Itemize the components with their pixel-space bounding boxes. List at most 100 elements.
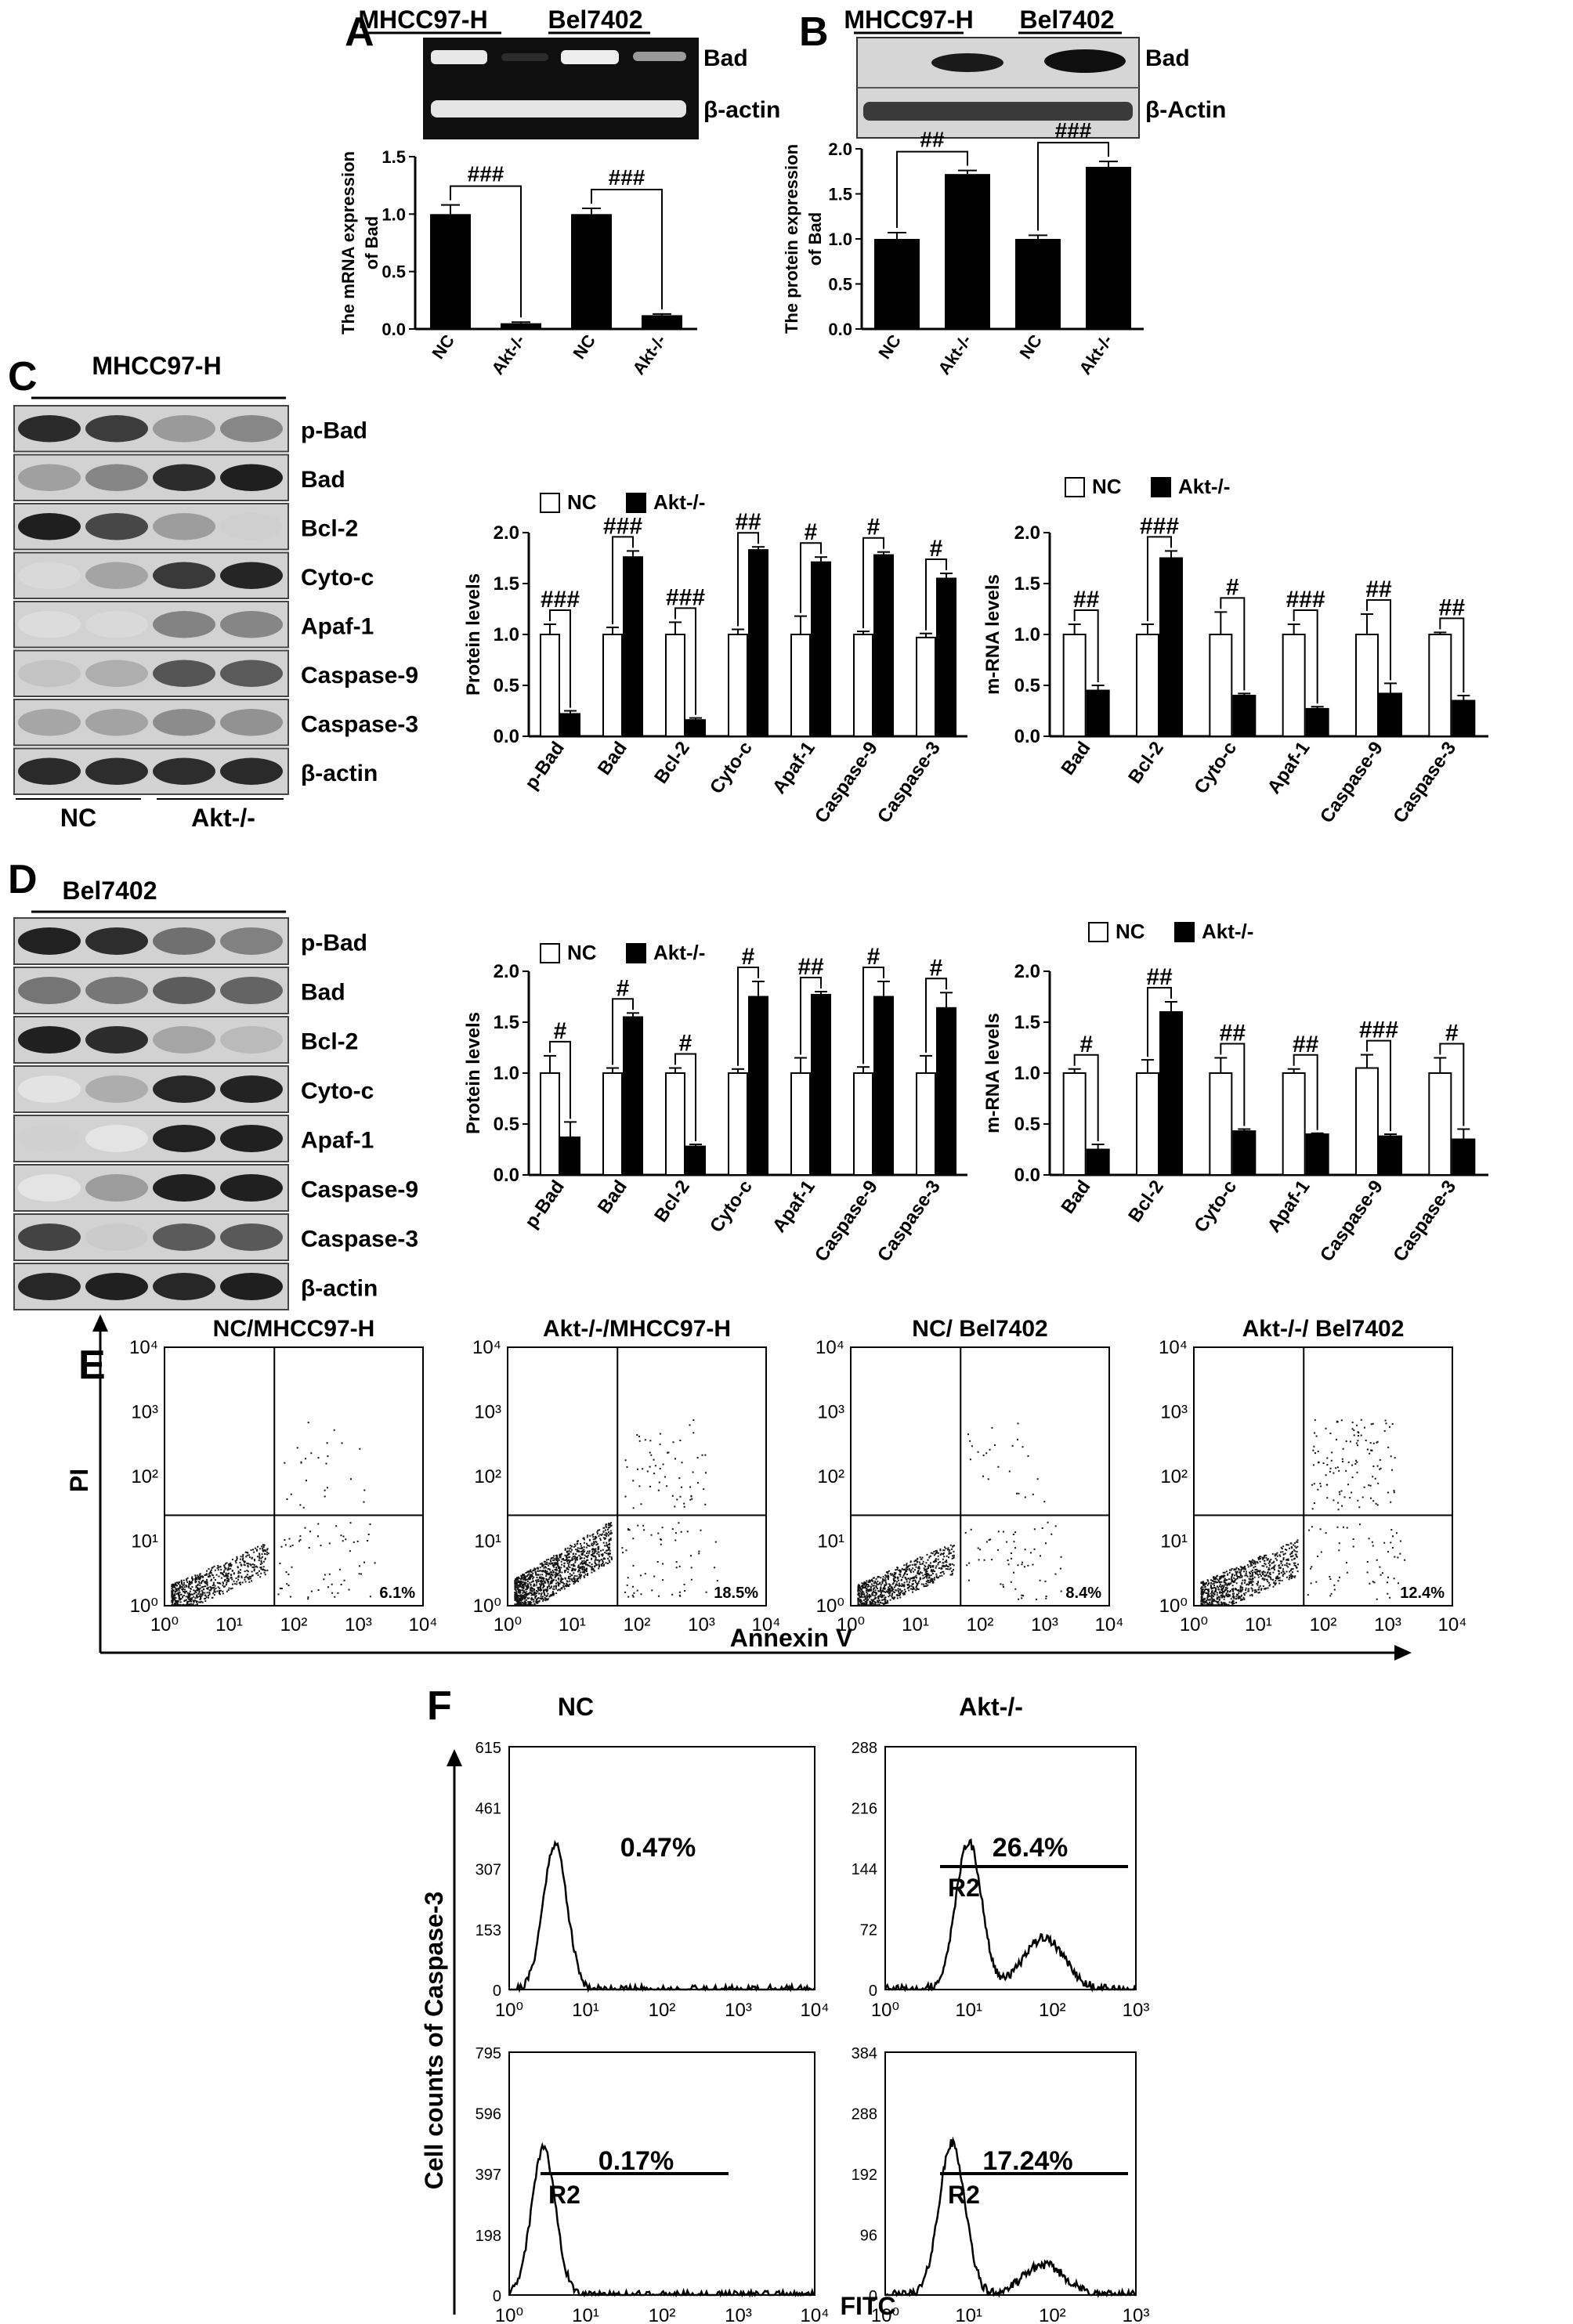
y-tick-label: 0.5: [381, 262, 406, 282]
y-tick-label: 615: [476, 1740, 501, 1757]
significance-bracket: [737, 967, 759, 1066]
panel-b-western-blot: [856, 37, 1140, 139]
blot-band: [220, 513, 283, 540]
significance-label: ##: [1146, 964, 1173, 990]
bar: [685, 1145, 706, 1176]
y-axis-label: of Bad: [805, 212, 825, 266]
bar: [1062, 1072, 1087, 1176]
blot-row-label: Apaf-1: [301, 1128, 374, 1154]
significance-label: ###: [1140, 513, 1179, 539]
legend-label: Akt-/-: [1202, 920, 1253, 943]
blot-band: [18, 1273, 81, 1300]
gel-band: [431, 100, 686, 117]
y-tick-label: 1.5: [828, 185, 852, 204]
bar: [748, 549, 768, 737]
significance-label: ##: [920, 128, 945, 152]
blot-row-label: Apaf-1: [301, 613, 374, 639]
significance-label: ##: [1365, 576, 1392, 602]
significance-label: ###: [603, 513, 642, 539]
blot-row-label: Cyto-c: [301, 565, 374, 591]
blot-band: [153, 977, 215, 1004]
panel-e-flow-plots: NC/MHCC97-H 6.1% 10⁰ 10¹ 10² 10³ 10⁴ 10⁰ 10¹ 10² 1…: [129, 1316, 1467, 1635]
x-tick-label: Bcl-2: [1124, 1176, 1168, 1227]
significance-label: ###: [1055, 118, 1092, 143]
y-tick-label: 10³: [131, 1402, 158, 1423]
bar: [1428, 1072, 1452, 1176]
x-tick-label: 10⁴: [800, 2305, 829, 2324]
significance-bracket: [612, 998, 634, 1065]
blot-band: [153, 1273, 215, 1300]
significance-label: ###: [468, 162, 504, 186]
blot-band: [220, 562, 283, 589]
significance-label: ##: [1293, 1032, 1319, 1057]
x-tick-label: 10¹: [955, 2305, 982, 2324]
panel-c-western-blot: p-Bad Bad Bcl-2 Cyto-c Apaf-1 Caspase-9 Caspas…: [13, 405, 418, 795]
bar: [501, 323, 541, 329]
blot-band: [85, 1174, 148, 1202]
y-tick-label: 10⁴: [472, 1337, 501, 1358]
blot-band: [153, 562, 215, 589]
y-tick-label: 384: [852, 2045, 877, 2062]
panel-e-y-label: PI: [65, 1469, 93, 1492]
bar: [874, 239, 920, 329]
x-tick-label: NC: [428, 331, 458, 362]
y-tick-label: 10²: [817, 1466, 844, 1487]
legend-swatch: [540, 943, 560, 963]
significance-label: ##: [797, 954, 824, 980]
x-tick-label: 10⁰: [495, 2000, 523, 2021]
significance-label: #: [805, 519, 818, 545]
x-tick-label: Akt-/-: [628, 331, 670, 378]
x-tick-label: 10¹: [902, 1614, 929, 1635]
y-axis-label: Protein levels: [463, 573, 484, 696]
blot-band: [85, 1223, 148, 1251]
significance-label: #: [617, 975, 630, 1001]
y-tick-label: 10¹: [131, 1531, 158, 1552]
x-tick-label: 10³: [1123, 2305, 1150, 2324]
y-tick-label: 1.5: [381, 147, 406, 167]
y-tick-label: 1.0: [494, 624, 519, 645]
x-tick-label: Cyto-c: [1190, 1176, 1241, 1237]
bar: [540, 1072, 560, 1176]
bar: [811, 993, 831, 1176]
scatter-dots: [1200, 1419, 1406, 1607]
plot-frame: [507, 1346, 767, 1607]
significance-label: ###: [541, 587, 580, 613]
histogram: 0 153 307 461 615 10⁰ 10¹ 10² 10³ 10⁴ 0.47%: [476, 1740, 830, 2021]
x-tick-label: Caspase-3: [1389, 738, 1460, 827]
significance-bracket: [549, 1040, 571, 1119]
blot-band: [153, 464, 215, 491]
bar: [685, 719, 706, 738]
x-tick-label: Akt-/-: [1075, 331, 1116, 378]
panel-a-cell-line-1: MHCC97-H: [358, 5, 487, 34]
quadrant-percentage: 6.1%: [379, 1585, 415, 1602]
bar: [1159, 557, 1183, 737]
plot-title: NC/MHCC97-H: [213, 1316, 375, 1342]
panel-e-y-arrowhead: [92, 1314, 108, 1332]
y-tick-label: 10⁰: [1159, 1596, 1188, 1617]
y-tick-label: 0.5: [1014, 675, 1040, 696]
bar: [560, 713, 580, 738]
y-tick-label: 0: [493, 1982, 501, 2000]
x-tick-label: 10⁴: [1094, 1614, 1123, 1635]
x-tick-label: 10⁴: [408, 1614, 437, 1635]
y-tick-label: 2.0: [494, 522, 519, 544]
panel-f-col-title-nc: NC: [558, 1693, 594, 1721]
y-tick-label: 0.0: [828, 320, 852, 339]
y-axis-label: The mRNA expression: [338, 151, 358, 334]
significance-bracket: [896, 150, 968, 228]
y-axis-label: of Bad: [362, 216, 381, 269]
blot-row-label: Caspase-9: [301, 1177, 418, 1203]
bar: [623, 1016, 643, 1176]
blot-band: [220, 1026, 283, 1054]
legend-label: NC: [567, 490, 597, 514]
panel-letter-c: C: [8, 354, 38, 399]
y-tick-label: 0.5: [494, 1114, 519, 1135]
bar: [936, 577, 956, 737]
plot-frame: [508, 1746, 815, 1990]
significance-label: #: [1226, 574, 1239, 600]
blot-row-label: Caspase-9: [301, 663, 418, 689]
significance-label: ###: [609, 165, 645, 190]
significance-bracket: [862, 537, 884, 629]
